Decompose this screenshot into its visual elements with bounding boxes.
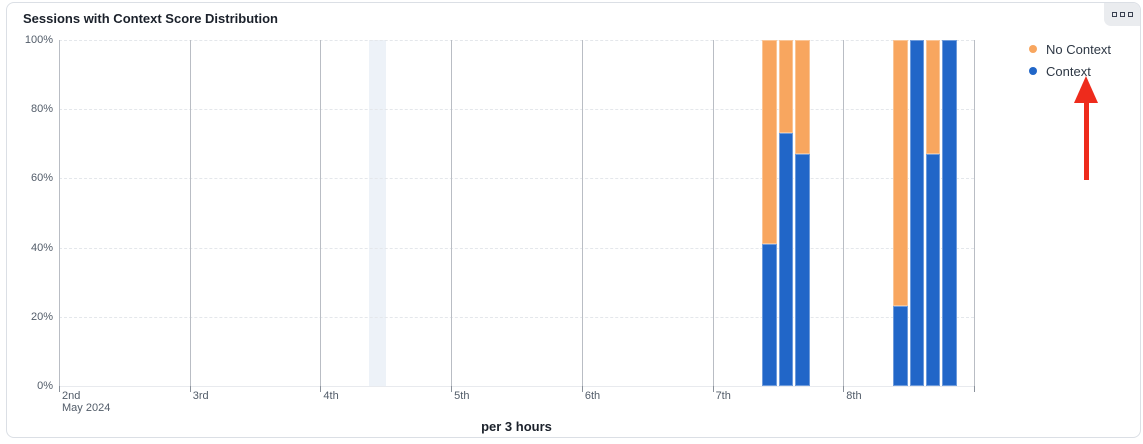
day-gridline [712,40,714,386]
day-tick [189,386,191,392]
x-axis-tick-label: 4th [323,390,339,402]
bar-context-segment[interactable] [778,133,794,386]
legend-item-label: Context [1046,63,1091,79]
day-tick [974,386,975,392]
legend-dot-icon [1029,67,1037,75]
day-gridline [843,40,845,386]
day-gridline [320,40,322,386]
day-tick [320,386,322,392]
chart-card: Sessions with Context Score Distribution… [6,2,1141,438]
day-tick [712,386,714,392]
x-axis-tick-label: 2nd [62,390,81,402]
x-axis-line [59,386,974,387]
x-axis-unit-label: per 3 hours [481,419,552,434]
plot-area [59,40,975,392]
x-axis-month-label: May 2024 [62,402,111,414]
y-axis-tick-label: 20% [30,310,53,323]
bar-context-segment[interactable] [942,40,957,386]
x-axis-tick-label: 5th [454,390,470,402]
bar-context-segment[interactable] [795,154,810,386]
day-gridline [189,40,191,386]
x-axis-tick-label: 6th [584,390,601,402]
bar-context-segment[interactable] [893,306,908,386]
red-arrow-annotation [1074,76,1098,180]
bar-no-context-segment[interactable] [925,40,941,155]
legend-dot-icon [1029,45,1037,53]
bar-context-segment[interactable] [925,154,941,386]
arrow-shaft [1083,102,1089,180]
day-gridline [581,40,583,386]
day-gridline [451,40,453,386]
day-gridline [974,40,975,386]
horizontal-gridline [59,109,974,111]
day-tick [451,386,453,392]
day-gridline [59,40,60,386]
bar-context-segment[interactable] [909,40,925,386]
day-tick [581,386,583,392]
y-axis-tick-label: 100% [24,34,53,46]
y-axis-tick-label: 0% [37,380,53,392]
card-menu-button[interactable] [1104,3,1140,26]
horizontal-gridline [59,178,974,180]
x-axis-tick-label: 8th [846,390,862,402]
arrow-head [1074,76,1098,103]
bar-no-context-segment[interactable] [778,40,794,134]
legend-item-label: No Context [1046,41,1112,57]
bar-no-context-segment[interactable] [762,40,778,245]
bar-no-context-segment[interactable] [893,40,908,307]
day-tick [59,386,60,392]
legend-item-no-context[interactable]: No Context [1029,38,1111,60]
highlight-band [369,40,386,386]
horizontal-gridline [59,316,974,318]
bar-context-segment[interactable] [762,244,778,386]
y-axis-tick-label: 80% [30,103,53,116]
bar-no-context-segment[interactable] [795,40,810,155]
horizontal-gridline [59,247,974,249]
chart-title: Sessions with Context Score Distribution [23,11,278,26]
squares-menu-icon [1111,12,1133,17]
legend-item-context[interactable]: Context [1029,60,1111,82]
legend: No Context Context [1029,38,1111,82]
day-tick [843,386,845,392]
y-axis-tick-label: 40% [30,241,53,254]
x-axis-tick-label: 3rd [192,390,209,402]
horizontal-gridline [59,40,974,41]
x-axis-tick-label: 7th [715,390,731,402]
y-axis-tick-label: 60% [30,172,53,185]
